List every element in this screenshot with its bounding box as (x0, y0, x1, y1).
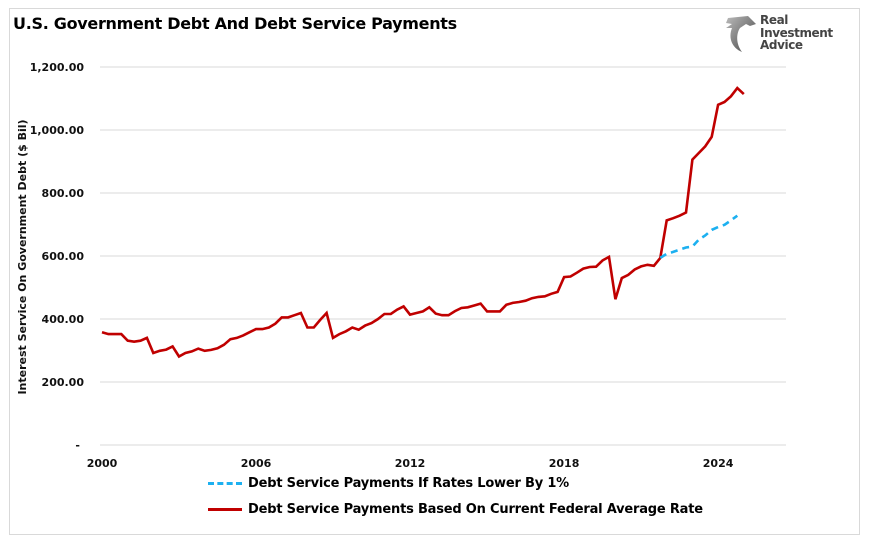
series-line-current-rate (101, 86, 745, 359)
y-tick-label: 400.00 (42, 313, 85, 326)
chart-frame (9, 8, 860, 535)
legend-label: Debt Service Payments Based On Current F… (248, 502, 703, 517)
y-tick-label: 1,000.00 (30, 124, 85, 137)
x-tick-label: 2006 (241, 457, 272, 470)
eagle-head-icon (726, 16, 756, 52)
legend-item-lower-rates: Debt Service Payments If Rates Lower By … (208, 476, 569, 491)
y-tick-label: 1,200.00 (30, 61, 85, 74)
legend-swatch-solid (208, 508, 242, 511)
legend-label: Debt Service Payments If Rates Lower By … (248, 476, 569, 491)
logo-line: Advice (760, 38, 803, 52)
x-tick-label: 2018 (549, 457, 580, 470)
series-line-lower-rates (659, 214, 739, 259)
logo-text: Real Investment Advice (760, 14, 833, 52)
y-tick-label: 600.00 (42, 250, 85, 263)
x-tick-label: 2000 (87, 457, 118, 470)
logo: Real Investment Advice (726, 14, 856, 56)
y-tick-label: 800.00 (42, 187, 85, 200)
x-tick-label: 2012 (395, 457, 426, 470)
logo-line: Real (760, 13, 788, 27)
y-axis-label: Interest Service On Government Debt ($ B… (16, 119, 29, 394)
x-tick-label: 2024 (703, 457, 734, 470)
y-tick-label: 200.00 (42, 376, 85, 389)
legend-swatch-dashed (208, 482, 242, 485)
chart-title: U.S. Government Debt And Debt Service Pa… (13, 14, 457, 33)
logo-line: Investment (760, 25, 833, 40)
y-tick-label: - (75, 439, 80, 452)
legend-item-current-rate: Debt Service Payments Based On Current F… (208, 502, 703, 517)
